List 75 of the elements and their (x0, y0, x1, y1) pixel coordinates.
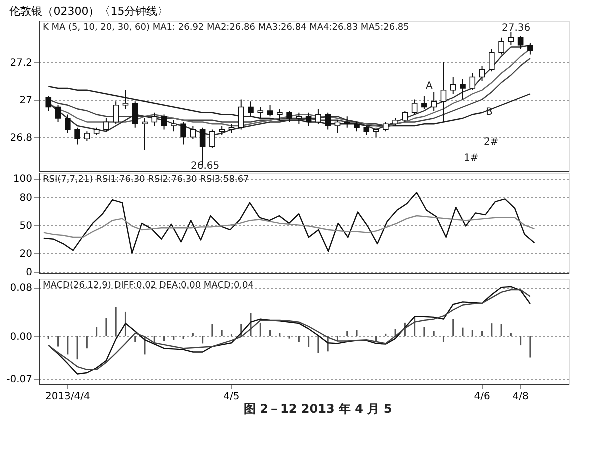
candlestick (84, 131, 90, 142)
x-tick-label: 4/6 (474, 392, 490, 402)
candlestick (508, 32, 514, 46)
candlestick (65, 114, 71, 134)
line-series (43, 192, 536, 254)
candlestick (354, 122, 360, 132)
candlestick (190, 126, 196, 140)
candlestick (316, 108, 322, 125)
y-tick-label: 0.00 (10, 332, 32, 343)
annotation: K MA (5, 10, 20, 30, 60) MA1: 26.92 MA2:26.86 MA3:26.84 MA4:26.83 MA5:26.85 (43, 23, 410, 33)
y-tick-label: 27.2 (10, 58, 32, 69)
candlestick (267, 104, 274, 118)
candlestick (142, 118, 148, 151)
caption: 图 2－12 2013 年 4 月 5 (244, 402, 392, 416)
y-tick-label: 50 (20, 220, 32, 232)
annotation: 1# (464, 153, 479, 164)
annotation: MACD(26,12,9) DIFF:0.02 DEA:0.00 MACD:0.04 (43, 281, 254, 291)
candlestick (344, 116, 350, 128)
candlestick (277, 108, 283, 121)
candlestick (498, 37, 504, 56)
candlestick (74, 127, 80, 146)
candlestick (55, 104, 62, 123)
candlestick (412, 99, 418, 116)
candlestick (152, 112, 158, 126)
annotation: 2# (484, 137, 499, 148)
candlestick (296, 112, 302, 125)
y-tick-label: 0.08 (10, 283, 32, 294)
annotation: 27.36 (502, 23, 531, 34)
candlestick (479, 66, 486, 82)
candlestick (489, 48, 495, 72)
candlestick (104, 118, 110, 132)
x-tick-label: 4/8 (512, 392, 529, 402)
candlestick (238, 99, 244, 130)
candlestick (306, 112, 312, 126)
candlestick (286, 110, 292, 123)
candlestick (528, 43, 534, 56)
candlestick (228, 124, 235, 134)
annotation: A (426, 81, 433, 92)
annotation: 26.65 (191, 161, 220, 172)
candlestick (210, 129, 216, 149)
candlestick (518, 36, 524, 50)
candlestick (248, 101, 254, 118)
candlestick (113, 101, 119, 125)
candlestick (258, 106, 264, 119)
y-tick-label: 100 (13, 174, 32, 186)
candlestick (402, 110, 408, 123)
candlestick (161, 114, 168, 130)
candlestick (364, 126, 370, 136)
candlestick (373, 127, 380, 138)
x-tick-label: 4/5 (224, 392, 240, 402)
y-tick-label: 0 (26, 268, 32, 279)
candlestick (450, 76, 456, 95)
candlestick (122, 90, 129, 110)
candlestick (334, 120, 341, 134)
candlestick (383, 122, 389, 132)
y-tick-label: 20 (20, 248, 32, 260)
y-tick-label: 80 (20, 192, 32, 204)
candlestick (440, 62, 447, 123)
candlestick (422, 96, 428, 110)
y-tick-label: -0.07 (6, 374, 32, 386)
line-series (43, 215, 536, 238)
candlestick (325, 112, 331, 130)
y-tick-label: 27 (20, 95, 32, 106)
candlestick (46, 96, 52, 112)
annotation: RSI(7,7,21) RSI1:76.30 RSI2:76.30 RSI3:58.67 (43, 175, 250, 185)
candlestick (470, 73, 476, 91)
chart-title: 伦敦银（02300）〈15分钟线〉 (10, 5, 169, 18)
candlestick (460, 78, 466, 100)
candlestick (132, 101, 138, 128)
y-tick-label: 26.8 (10, 132, 32, 144)
candlestick (180, 122, 186, 146)
x-tick-label: 2013/4/4 (45, 392, 90, 402)
candlestick (171, 120, 177, 132)
candlestick (431, 92, 437, 112)
candlestick (219, 126, 225, 136)
